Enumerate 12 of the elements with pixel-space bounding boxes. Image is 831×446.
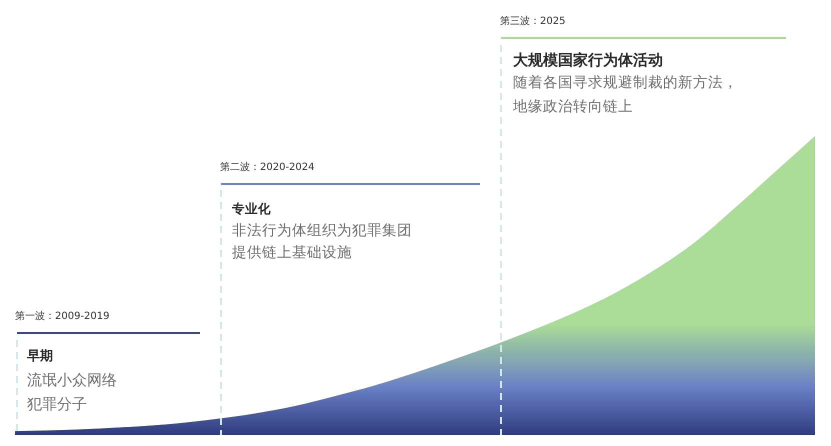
text: 第三波：2025 [500, 14, 566, 26]
annotation: 犯罪分子 [27, 395, 87, 413]
annotation: 流氓小众网络 [27, 371, 117, 389]
annotation: 非法行为体组织为犯罪集团 [232, 222, 412, 239]
annotation: 专业化 [231, 200, 272, 216]
annotation: 第二波：2020-2024 [220, 160, 315, 172]
annotation: 早期 [26, 348, 53, 364]
text: 大规模国家行为体活动 [513, 51, 663, 69]
annotation: 第一波：2009-2019 [15, 310, 110, 322]
annotation: 提供链上基础设施 [232, 244, 352, 261]
text: 地缘政治转向链上 [512, 98, 633, 115]
text: 随着各国寻求规避制裁的新方法， [513, 74, 738, 91]
